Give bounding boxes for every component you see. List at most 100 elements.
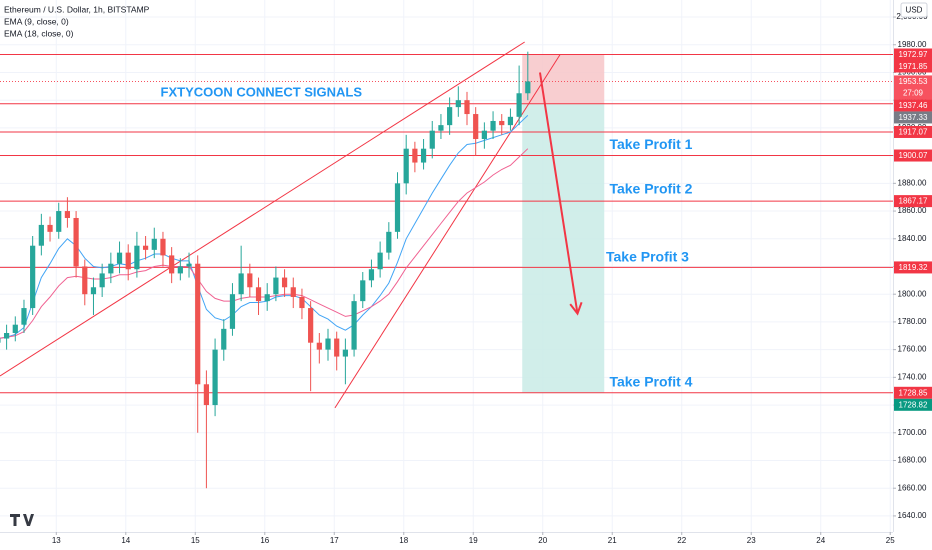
- annotation: Take Profit 2: [609, 181, 692, 197]
- candle-body: [221, 328, 227, 350]
- trendline: [334, 54, 561, 409]
- price-label: 1953.53: [899, 77, 928, 86]
- y-tick-label: 1800.00: [898, 289, 927, 298]
- candle-body: [38, 224, 44, 246]
- price-label-box: [894, 261, 932, 274]
- candle-body: [342, 349, 348, 357]
- candle-body: [169, 255, 175, 274]
- x-tick-label: 20: [538, 536, 547, 545]
- candle-body: [264, 294, 270, 302]
- candle-body: [203, 384, 210, 406]
- x-tick-label: 16: [260, 536, 269, 545]
- candle-body: [290, 287, 296, 297]
- candle-body: [273, 277, 279, 295]
- arrow-head: [569, 301, 583, 316]
- annotation: Take Profit 1: [609, 136, 692, 152]
- candle-body: [516, 93, 522, 117]
- candle-body: [30, 245, 36, 309]
- price-label: 1728.85: [899, 388, 928, 397]
- trendline: [0, 41, 525, 377]
- logo-mark: [10, 514, 34, 526]
- candle-body: [308, 308, 314, 343]
- price-label-box: [894, 386, 932, 399]
- x-tick-label: 17: [330, 536, 339, 545]
- candle-body: [360, 280, 366, 302]
- candle-body: [160, 238, 166, 256]
- annotation: FXTYCOON CONNECT SIGNALS: [161, 84, 363, 99]
- candle-body: [429, 130, 435, 149]
- price-label-box: [894, 398, 932, 411]
- price-label-box: [894, 111, 932, 124]
- y-tick-label: 1640.00: [898, 511, 927, 520]
- candle-body: [247, 273, 253, 288]
- countdown: 27:09: [903, 89, 924, 98]
- y-tick-label: 1680.00: [898, 456, 927, 465]
- candle-body: [481, 130, 487, 139]
- x-tick-label: 13: [52, 536, 61, 545]
- arrow-shaft: [538, 72, 579, 314]
- x-tick-label: 24: [816, 536, 825, 545]
- candle-body: [0, 338, 1, 343]
- annotation: Take Profit 4: [609, 374, 692, 390]
- x-tick-label: 25: [886, 536, 895, 545]
- candle-body: [64, 211, 71, 218]
- candle-body: [377, 252, 383, 270]
- candle-body: [412, 148, 418, 163]
- candle-body: [464, 100, 470, 115]
- legend: Ethereum / U.S. Dollar, 1h, BITSTAMP EMA…: [4, 4, 150, 38]
- ema-line: [0, 115, 529, 339]
- candle-body: [325, 338, 331, 350]
- price-label: 1900.07: [899, 151, 928, 160]
- candle-body: [3, 333, 10, 339]
- candle-body: [177, 266, 183, 274]
- candle-body: [195, 263, 201, 385]
- y-tick-label: 1840.00: [898, 234, 927, 243]
- x-tick-label: 23: [747, 536, 756, 545]
- axes: 1640.001660.001680.001700.001720.001740.…: [52, 12, 932, 545]
- candle-body: [525, 81, 531, 94]
- candle-body: [229, 294, 236, 329]
- candle-body: [386, 231, 392, 253]
- y-tick-label: 1780.00: [898, 317, 927, 326]
- candle-body: [334, 338, 340, 357]
- candle-body: [299, 296, 305, 309]
- y-tick-label: 1760.00: [898, 345, 927, 354]
- price-label: 1728.82: [899, 400, 928, 409]
- candle-body: [255, 287, 262, 302]
- candle-body: [151, 238, 157, 250]
- plot: FXTYCOON CONNECT SIGNALS Take Profit 1 Tak…: [0, 51, 693, 489]
- price-label: 1972.97: [899, 50, 928, 59]
- price-label-box: [894, 149, 932, 162]
- chart-title: Ethereum / U.S. Dollar, 1h, BITSTAMP: [4, 4, 150, 14]
- x-tick-label: 15: [191, 536, 200, 545]
- candle-body: [499, 120, 505, 126]
- candle-body: [403, 148, 409, 184]
- overlay: [0, 41, 893, 409]
- price-label: 1971.85: [899, 62, 928, 71]
- x-tick-label: 21: [608, 536, 617, 545]
- y-tick-label: 1860.00: [898, 206, 927, 215]
- candle-body: [82, 266, 88, 295]
- candle-body: [420, 148, 427, 163]
- candle-body: [394, 183, 401, 232]
- x-tick-label: 19: [469, 536, 478, 545]
- y-tick-label: 1980.00: [898, 40, 927, 49]
- currency-box[interactable]: [900, 2, 928, 18]
- candle-body: [90, 287, 97, 295]
- candle-body: [447, 107, 453, 126]
- candle-body: [186, 263, 192, 267]
- price-label-box: [894, 48, 932, 61]
- price-label-box: [894, 99, 932, 112]
- candle-body: [455, 100, 461, 108]
- x-tick-label: 14: [121, 536, 130, 545]
- currency[interactable]: USD: [906, 6, 923, 15]
- candle-body: [473, 114, 479, 139]
- legend-entry: EMA (18, close, 0): [4, 28, 74, 38]
- y-tick-label: 1740.00: [898, 372, 927, 381]
- candle-body: [73, 217, 79, 267]
- stop-zone: [522, 54, 605, 104]
- candle-body: [47, 224, 53, 232]
- x-tick-label: 22: [677, 536, 686, 545]
